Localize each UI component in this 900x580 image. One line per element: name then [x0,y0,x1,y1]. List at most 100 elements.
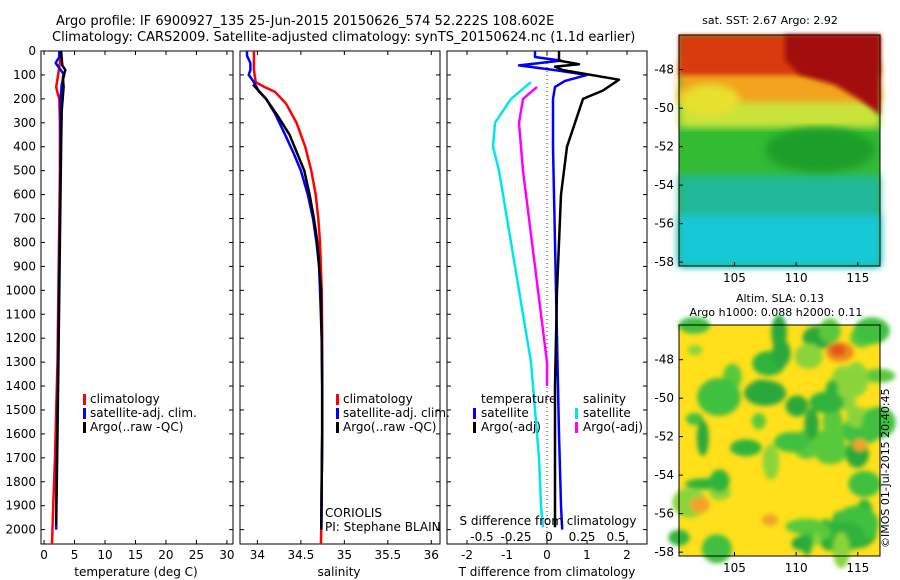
x-tick-label: -1 [501,548,513,562]
series-line [555,51,619,527]
depth-tick-label: 0 [28,44,36,58]
x-tick-label: 30 [219,548,234,562]
sla-blob [763,444,779,480]
series-group [247,51,322,544]
sla-blob [697,378,741,416]
legend-label-argo: Argo(..raw -QC) [90,420,183,434]
legend-swatch-sal-satellite [575,408,578,419]
map-x-tick-label: 110 [785,561,808,575]
salinity-xlabel: salinity [317,565,360,579]
sla-warm-blob [830,344,846,356]
map-y-tick-label: -56 [654,507,674,521]
sla-blob [848,471,881,497]
legend-label-satellite: satellite-adj. clim. [343,406,450,420]
depth-tick-label: 1100 [5,307,36,321]
x-tick-label: 0 [40,548,48,562]
x-tick-label: 10 [97,548,112,562]
sla-blob [752,413,766,429]
series-line [519,51,587,530]
sla-blob [819,318,841,343]
legend-label-argo: Argo(..raw -QC) [343,420,436,434]
legend-swatch-satellite [336,408,339,419]
sst-map-title: sat. SST: 2.67 Argo: 2.92 [702,14,838,27]
header-line-1: Argo profile: IF 6900927_135 25-Jun-2015… [56,14,554,29]
sst-yellow-patch [680,84,740,116]
legend-swatch-temp-argo [473,422,476,433]
map-y-tick-label: -52 [654,430,674,444]
map-x-tick-label: 115 [846,561,869,575]
temperature-xlabel: temperature (deg C) [74,565,197,579]
sla-warm-blob [762,514,778,526]
depth-tick-label: 800 [13,235,36,249]
legend-swatch-argo [83,422,86,433]
map-y-tick-label: -48 [654,353,674,367]
salinity-legend: climatology satellite-adj. clim. Argo(..… [336,392,450,434]
figure: Argo profile: IF 6900927_135 25-Jun-2015… [0,0,900,580]
sla-blob [697,420,709,456]
sla-blob [804,408,818,440]
map-y-tick-label: -54 [654,178,674,192]
legend-label-satellite: satellite-adj. clim. [90,406,197,420]
legend-swatch-climatology [336,394,339,405]
x-tick-label: 5 [71,548,79,562]
temperature-axes [41,51,233,544]
legend-swatch-satellite [83,408,86,419]
secondary-tick-label: 0.25 [569,530,596,544]
x-tick-label: 34 [250,548,265,562]
difference-secondary-ticks: -0.5 -0.25 0 0.25 0.5 [470,530,625,544]
sst-colder-band [679,215,880,266]
secondary-tick-label: -0.25 [500,530,531,544]
depth-tick-label: 500 [13,164,36,178]
map-y-tick-label: -58 [654,255,674,269]
secondary-tick-label: 0 [545,530,553,544]
difference-secondary-xlabel: S difference from climatology [460,514,637,528]
map-x-tick-label: 115 [846,271,869,285]
depth-tick-label: 1600 [5,427,36,441]
depth-tick-label: 300 [13,116,36,130]
difference-xlabel: T difference from climatology [458,565,636,579]
x-tick-label: 35.5 [374,548,401,562]
map-x-tick-label: 110 [785,271,808,285]
sla-warm-blob [853,439,867,451]
temperature-legend: climatology satellite-adj. clim. Argo(..… [83,392,197,434]
map-y-tick-label: -48 [654,63,674,77]
sst-map [679,35,880,266]
legend-label-climatology: climatology [90,392,160,406]
depth-tick-label: 2000 [5,523,36,537]
map-y-tick-label: -50 [654,391,674,405]
pi-label: PI: Stephane BLAIN [325,520,441,534]
depth-tick-label: 1300 [5,355,36,369]
map-x-tick-label: 105 [723,271,746,285]
secondary-tick-label: 0.5 [606,530,625,544]
legend-title-temperature: temperature [481,392,556,406]
legend-swatch-argo [336,422,339,433]
sla-blob [844,362,868,397]
map-x-tick-label: 105 [723,561,746,575]
x-tick-label: 2 [623,548,631,562]
temperature-panel: 0 5 10 15 20 25 30 [40,51,234,562]
difference-panel: -2 -1 0 1 2 [447,51,647,562]
x-tick-label: -2 [461,548,473,562]
depth-tick-label: 200 [13,92,36,106]
x-tick-label: 36 [424,548,439,562]
depth-tick-label: 1900 [5,499,36,513]
series-line [247,51,322,530]
map-y-tick-label: -56 [654,217,674,231]
sla-blob [774,432,810,452]
x-tick-label: 20 [158,548,173,562]
depth-tick-label: 1500 [5,403,36,417]
legend-label-temp-satellite: satellite [481,406,529,420]
depth-tick-label: 100 [13,68,36,82]
depth-tick-label: 900 [13,259,36,273]
sla-blob [772,340,791,367]
sla-map [668,315,895,568]
x-tick-label: 1 [583,548,591,562]
series-line [493,82,543,527]
series-line [253,85,322,530]
sla-map-title-1: Altim. SLA: 0.13 [736,292,824,305]
header-line-2: Climatology: CARS2009. Satellite-adjuste… [52,30,635,45]
depth-axis: 0100200300400500600700800900100011001200… [5,44,36,537]
salinity-axes [240,51,440,544]
legend-swatch-temp-satellite [473,408,476,419]
salinity-panel: 34 34.5 35 35.5 36 [240,51,440,562]
